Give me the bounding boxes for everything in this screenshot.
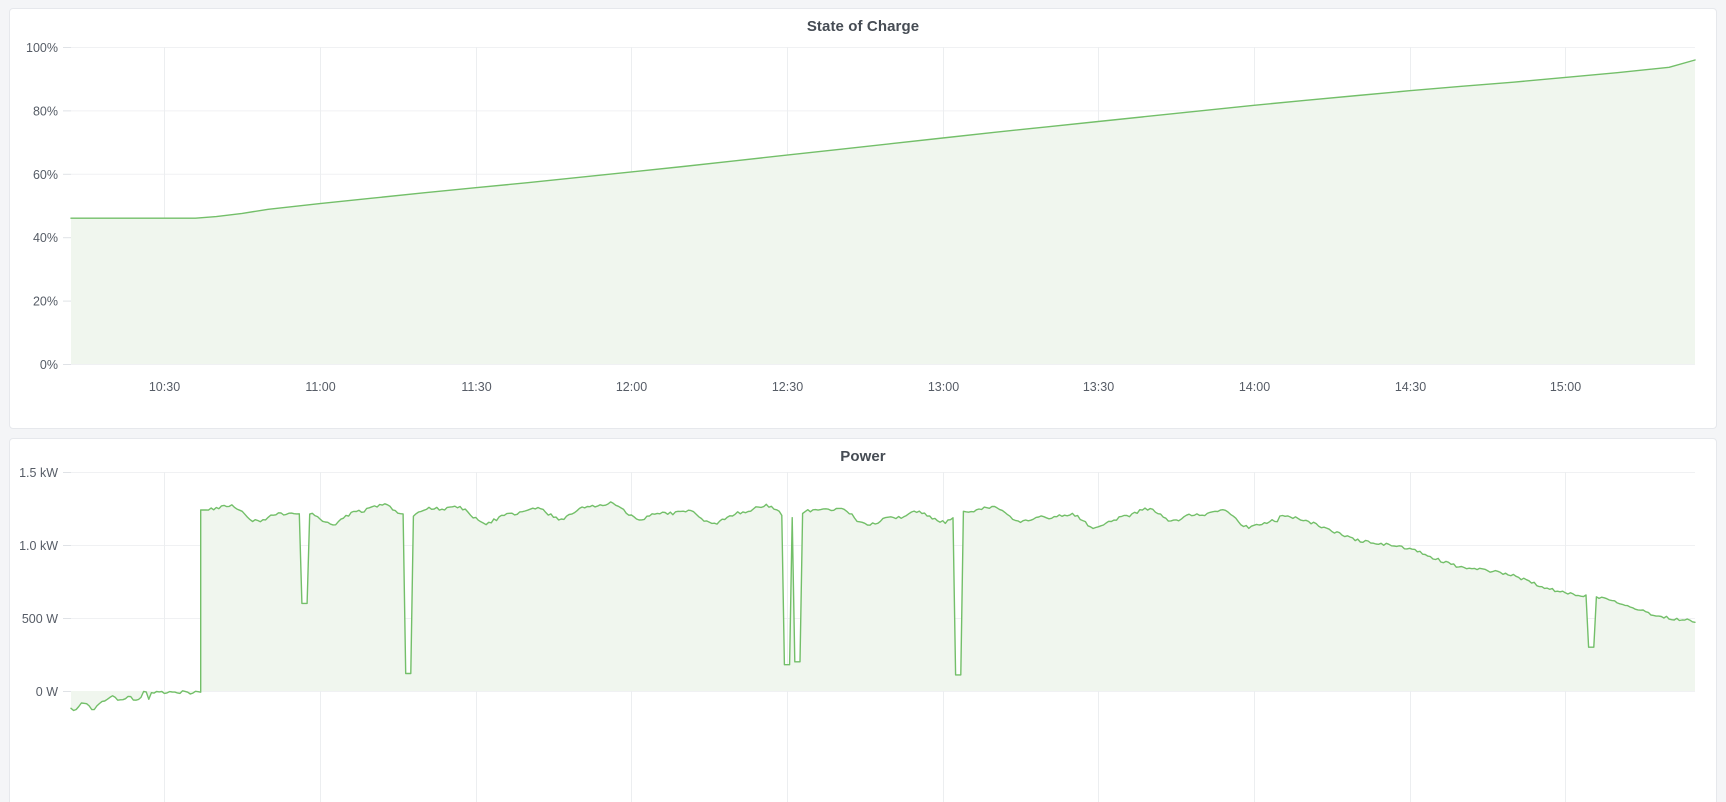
power-series-line[interactable] [70, 501, 1696, 712]
soc-xtick-label: 12:30 [772, 380, 803, 394]
soc-xtick-label: 14:30 [1395, 380, 1426, 394]
power-ytick-label: 1.0 kW [19, 539, 58, 553]
soc-xtick-label: 13:00 [928, 380, 959, 394]
soc-xtick-label: 15:00 [1550, 380, 1581, 394]
soc-ytick-label: 20% [33, 295, 58, 309]
soc-xtick-label: 12:00 [616, 380, 647, 394]
panel-power[interactable]: Power 0 W 500 W 1.0 kW 1.5 kW [9, 438, 1717, 802]
soc-xtick-label: 11:30 [461, 380, 491, 394]
soc-xtick-label: 14:00 [1239, 380, 1270, 394]
power-ytick-label: 500 W [22, 612, 58, 626]
soc-ytick-label: 40% [33, 231, 58, 245]
panel-title-power: Power [840, 448, 886, 465]
soc-ytick-label: 100% [26, 41, 58, 55]
panel-title-state-of-charge: State of Charge [806, 18, 920, 35]
soc-series-line[interactable] [70, 59, 1696, 219]
panel-state-of-charge[interactable]: State of Charge 0% 20% 40% 60% 80% 100% 10:30 1… [9, 8, 1717, 429]
soc-plot-area[interactable]: 0% 20% 40% 60% 80% 100% 10:30 11:00 11:30 12:00 12… [10, 29, 1716, 421]
soc-xtick-label: 10:30 [149, 380, 180, 394]
power-chart-svg[interactable]: 0 W 500 W 1.0 kW 1.5 kW [10, 459, 1716, 802]
soc-ytick-label: 60% [33, 168, 58, 182]
soc-series-area [71, 60, 1695, 364]
power-plot-area[interactable]: 0 W 500 W 1.0 kW 1.5 kW [10, 459, 1716, 802]
power-ytick-label: 0 W [36, 685, 58, 699]
soc-xtick-label: 11:00 [305, 380, 335, 394]
soc-chart-svg[interactable]: 0% 20% 40% 60% 80% 100% 10:30 11:00 11:30 12:00 12… [10, 29, 1716, 421]
soc-ytick-label: 80% [33, 104, 58, 118]
power-series-area [71, 501, 1695, 711]
soc-ytick-label: 0% [40, 358, 58, 372]
soc-xtick-label: 13:30 [1083, 380, 1114, 394]
power-ytick-label: 1.5 kW [19, 466, 58, 480]
